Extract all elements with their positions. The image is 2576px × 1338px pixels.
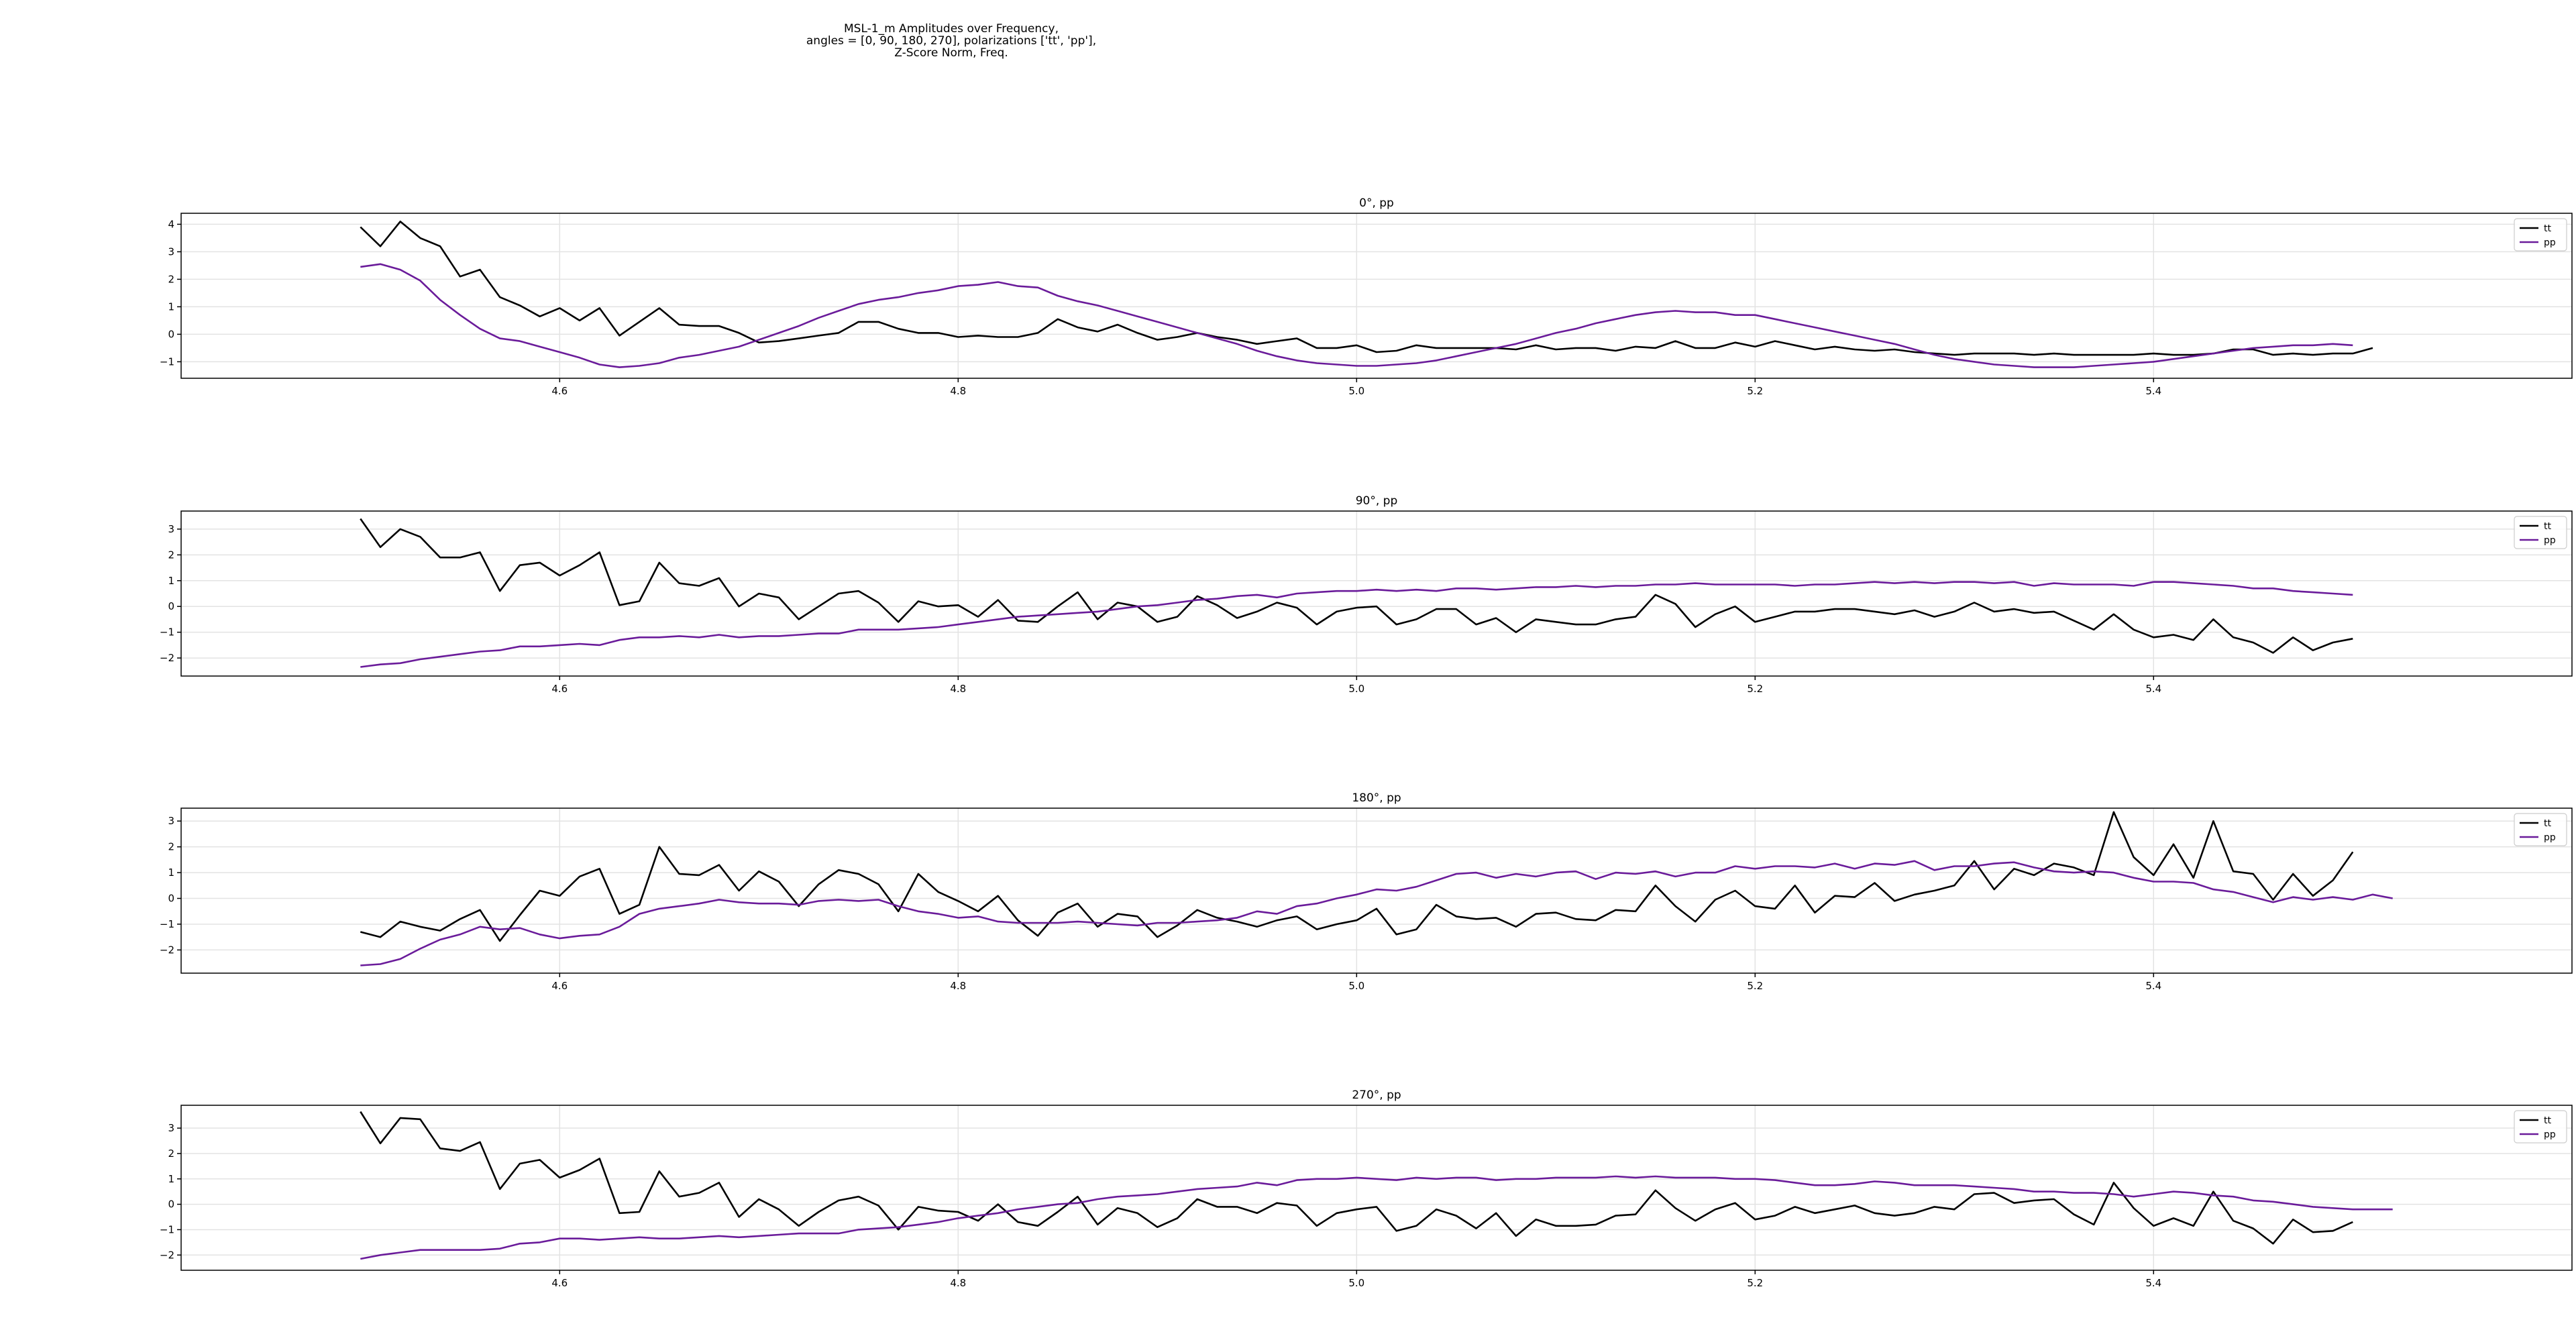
series-line-pp — [360, 1175, 2393, 1260]
y-tick-label: −1 — [160, 626, 174, 638]
suptitle-line-2: angles = [0, 90, 180, 270], polarization… — [806, 34, 1097, 48]
suptitle-line-3: Z-Score Norm, Freq. — [894, 46, 1008, 60]
y-tick-label: 1 — [168, 300, 174, 313]
chart-panel-0: 4.6 4.8 5.0 5.2 5.4 −1 0 1 2 3 4 0°, pp tt pp — [160, 197, 2573, 397]
x-tick-label: 4.8 — [950, 683, 966, 695]
plot-frame — [180, 807, 2573, 974]
legend-box — [2514, 516, 2567, 549]
plot-frame — [180, 213, 2573, 379]
y-tick-label: 1 — [168, 867, 174, 879]
x-tick-label: 4.8 — [950, 385, 966, 397]
chart-panel-2: 4.6 4.8 5.0 5.2 5.4 −2 −1 0 1 2 3 180°, pp tt pp — [160, 791, 2573, 992]
x-tick-label: 5.0 — [1348, 385, 1364, 397]
series-line-pp — [360, 581, 2353, 668]
x-tick-label: 5.0 — [1348, 683, 1364, 695]
y-tick-label: −1 — [160, 355, 174, 368]
y-tick-label: 1 — [168, 575, 174, 587]
x-tick-label: 4.6 — [551, 385, 568, 397]
y-tick-label: −2 — [160, 944, 174, 956]
series-line-tt — [360, 811, 2354, 942]
series-line-tt — [360, 220, 2373, 356]
legend-label-pp: pp — [2544, 1129, 2556, 1140]
y-tick-label: 1 — [168, 1173, 174, 1185]
y-tick-label: −1 — [160, 918, 174, 930]
legend-label-tt: tt — [2544, 1115, 2551, 1126]
x-tick-label: 5.4 — [2145, 980, 2161, 992]
y-tick-label: 2 — [168, 1148, 174, 1160]
chart-title: 270°, pp — [1352, 1089, 1401, 1102]
suptitle-line-1: MSL-1_m Amplitudes over Frequency, — [844, 22, 1059, 36]
y-tick-label: 0 — [168, 893, 174, 905]
series-line-tt — [360, 518, 2353, 654]
legend-label-tt: tt — [2544, 223, 2551, 234]
legend-label-pp: pp — [2544, 237, 2556, 248]
y-tick-label: 2 — [168, 549, 174, 561]
x-tick-label: 5.0 — [1348, 1277, 1364, 1289]
y-tick-label: −2 — [160, 1249, 174, 1261]
plot-frame — [180, 1105, 2573, 1271]
y-tick-label: 3 — [168, 245, 174, 258]
x-tick-label: 5.2 — [1747, 683, 1763, 695]
x-tick-label: 5.0 — [1348, 980, 1364, 992]
legend-box — [2514, 218, 2567, 252]
y-tick-label: 0 — [168, 1198, 174, 1211]
x-tick-label: 5.4 — [2145, 683, 2161, 695]
legend-label-tt: tt — [2544, 818, 2551, 829]
y-tick-label: 3 — [168, 815, 174, 827]
y-tick-label: 2 — [168, 273, 174, 285]
y-tick-label: 3 — [168, 1122, 174, 1134]
chart-panel-3: 4.6 4.8 5.0 5.2 5.4 −2 −1 0 1 2 3 270°, pp tt pp — [160, 1089, 2573, 1289]
x-tick-label: 5.2 — [1747, 385, 1763, 397]
x-tick-label: 4.8 — [950, 980, 966, 992]
x-tick-label: 5.4 — [2145, 1277, 2161, 1289]
y-tick-label: −1 — [160, 1223, 174, 1235]
y-tick-label: 3 — [168, 523, 174, 535]
x-tick-label: 5.2 — [1747, 1277, 1763, 1289]
y-tick-label: −2 — [160, 652, 174, 664]
series-line-tt — [360, 1111, 2353, 1245]
x-tick-label: 5.4 — [2145, 385, 2161, 397]
legend: tt pp — [2514, 516, 2567, 549]
figure-suptitle: MSL-1_m Amplitudes over Frequency, angle… — [0, 23, 1902, 59]
series-line-pp — [360, 860, 2393, 966]
x-tick-label: 4.8 — [950, 1277, 966, 1289]
legend: tt pp — [2514, 218, 2567, 252]
chart-title: 0°, pp — [1359, 197, 1394, 210]
series-line-pp — [360, 263, 2353, 368]
x-tick-label: 5.2 — [1747, 980, 1763, 992]
x-tick-label: 4.6 — [551, 683, 568, 695]
y-tick-label: 0 — [168, 600, 174, 612]
x-tick-label: 4.6 — [551, 1277, 568, 1289]
legend-box — [2514, 1110, 2567, 1144]
y-tick-label: 2 — [168, 841, 174, 853]
plot-frame — [180, 510, 2573, 677]
legend: tt pp — [2514, 1110, 2567, 1144]
chart-panel-1: 4.6 4.8 5.0 5.2 5.4 −2 −1 0 1 2 3 90°, pp tt pp — [160, 494, 2573, 695]
chart-title: 180°, pp — [1352, 791, 1401, 805]
y-tick-label: 0 — [168, 328, 174, 340]
chart-title: 90°, pp — [1356, 494, 1398, 508]
y-tick-label: 4 — [168, 218, 174, 230]
legend-label-pp: pp — [2544, 832, 2556, 843]
x-tick-label: 4.6 — [551, 980, 568, 992]
legend-label-pp: pp — [2544, 535, 2556, 546]
legend-box — [2514, 813, 2567, 846]
legend-label-tt: tt — [2544, 521, 2551, 532]
legend: tt pp — [2514, 813, 2567, 846]
